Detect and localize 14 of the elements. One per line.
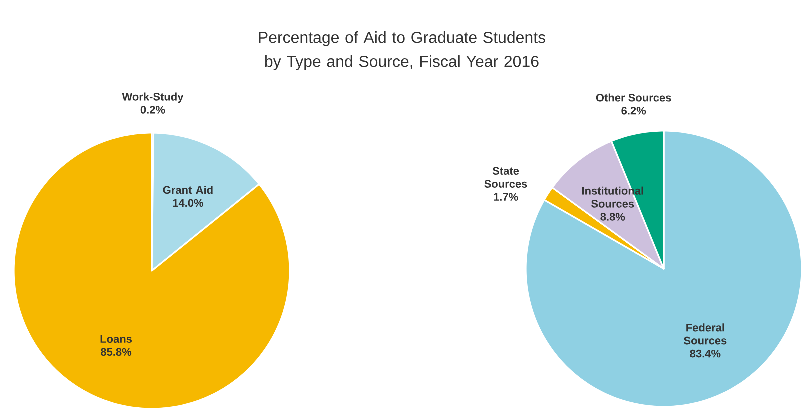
slice-label: State Sources bbox=[484, 167, 528, 188]
data-label: 1.7% bbox=[494, 193, 518, 201]
slice-label: Other Sources bbox=[596, 94, 672, 102]
data-label: 14.0% bbox=[173, 199, 204, 208]
slice-label: Federal Sources bbox=[684, 324, 727, 345]
data-label: 85.8% bbox=[101, 348, 132, 356]
slice-label: Grant Aid bbox=[163, 186, 213, 194]
slice-label: Work-Study bbox=[122, 92, 184, 104]
slice-label: Loans bbox=[100, 335, 132, 344]
data-label: 83.4% bbox=[690, 350, 721, 358]
data-label: 0.2% bbox=[140, 106, 166, 114]
data-label: 6.2% bbox=[622, 107, 646, 115]
data-label: 8.8% bbox=[600, 213, 626, 221]
text: Percentage of Aid to Graduate Students by Type and Source, Fiscal Year 2016 bbox=[259, 32, 546, 70]
